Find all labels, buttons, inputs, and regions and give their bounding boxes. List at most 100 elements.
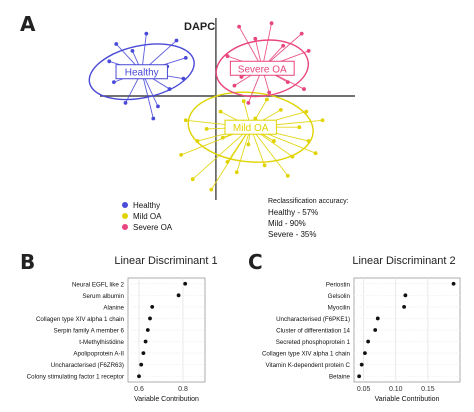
dapc-title: DAPC — [184, 21, 215, 33]
dotplot-x-tick: 0.05 — [357, 386, 371, 393]
dotplot-title: Linear Discriminant 1 — [114, 255, 217, 267]
dotplot-dot — [451, 281, 456, 286]
dotplot-dot — [375, 316, 380, 321]
dapc-point — [204, 127, 209, 131]
dotplot-dot — [143, 339, 148, 344]
dotplot-category-label: Periostin — [326, 281, 351, 288]
dapc-point — [156, 104, 160, 109]
dotplot-category-label: Serum albumin — [82, 293, 124, 300]
dotplot-x-tick: 0.10 — [389, 386, 403, 393]
dapc-segment — [261, 23, 272, 69]
dapc-point — [183, 55, 188, 60]
dapc-point — [271, 139, 276, 143]
dapc-group-label: Severe OA — [238, 64, 287, 75]
dapc-annotation-line: Mild - 90% — [268, 219, 306, 228]
panel-c-letter: C — [248, 250, 263, 274]
dapc-point — [209, 187, 214, 192]
dotplot-x-label: Variable Contribution — [134, 396, 199, 403]
dapc-point — [144, 31, 149, 36]
dapc-point — [239, 75, 244, 79]
dapc-legend-entry: Mild OA — [133, 212, 162, 221]
dotplot-category-label: Uncharacterised (F6ZR63) — [51, 362, 124, 369]
dapc-point — [225, 54, 230, 59]
dapc-annotation-title: Reclassification accuracy: — [268, 198, 349, 205]
dapc-point — [237, 24, 241, 29]
dotplot-category-label: Vitamin K-dependent protein C — [265, 362, 350, 369]
dapc-point — [262, 163, 267, 168]
dapc-label-box — [115, 64, 168, 80]
dotplot-category-label: Neural EGFL like 2 — [72, 281, 125, 288]
panel-a-letter: A — [20, 12, 36, 36]
dapc-point — [225, 159, 230, 164]
dapc-point — [218, 109, 223, 114]
dotplot-category-label: Serpin family A member 6 — [54, 328, 125, 335]
dapc-point — [265, 97, 269, 102]
dapc-label-box — [229, 60, 295, 76]
dotplot-category-label: t-Methylhistidine — [79, 339, 124, 346]
dapc-point — [281, 43, 286, 48]
dapc-legend-marker — [122, 224, 128, 230]
dapc-point — [246, 101, 251, 105]
dotplot-dot — [141, 351, 146, 356]
dotplot-category-label: Secreted phosphoprotein 1 — [276, 339, 351, 346]
dapc-point — [183, 118, 188, 123]
dapc-group-label: Mild OA — [233, 123, 269, 134]
dapc-point — [306, 139, 311, 143]
dotplot-category-label: Alanine — [103, 304, 124, 311]
dotplot-dot — [357, 374, 362, 379]
dapc-point — [107, 59, 112, 64]
dotplot-x-tick: 0.8 — [178, 386, 188, 393]
dotplot-area — [127, 277, 206, 383]
dapc-point — [114, 42, 119, 46]
dapc-segment — [192, 126, 251, 180]
panel-b-letter: B — [20, 250, 36, 274]
dotplot-dot — [366, 339, 371, 344]
dapc-plot: DAPC Healthy Mild OA Severe OA Healthy Mild O… — [88, 18, 355, 239]
dotplot-category-label: Apolipoprotein A-II — [73, 351, 124, 358]
ld2-plot: Linear Discriminant 2 0.05 0.10 0.15 Periost… — [262, 255, 461, 403]
dotplot-category-label: Collagen type XIV alpha 1 chain — [36, 316, 125, 323]
dapc-point — [320, 118, 325, 123]
dapc-segment — [236, 127, 252, 173]
dapc-point — [285, 80, 290, 85]
dotplot-x-label: Variable Contribution — [375, 396, 440, 403]
dapc-annotation-line: Severe - 35% — [268, 230, 316, 239]
dotplot-dot — [150, 304, 155, 309]
dapc-point — [195, 139, 200, 143]
dotplot-dot — [137, 374, 141, 379]
dotplot-dot — [148, 316, 152, 321]
dotplot-dot — [373, 328, 378, 332]
dotplot-dot — [183, 281, 188, 286]
dapc-ellipse-2 — [215, 39, 310, 98]
dapc-point — [253, 36, 258, 41]
dotplot-dot — [403, 293, 408, 298]
dapc-point — [232, 83, 237, 88]
dotplot-category-label: Myocilin — [328, 304, 351, 311]
dapc-ellipse-0 — [88, 43, 195, 101]
ld1-plot: Linear Discriminant 1 0.6 0.8 Neural EGFL l… — [27, 255, 218, 403]
dotplot-category-label: Collagen type XIV alpha 1 chain — [262, 351, 351, 358]
dapc-legend-entry: Healthy — [133, 201, 160, 210]
dotplot-dot — [363, 351, 367, 356]
dapc-annotation-line: Healthy - 57% — [268, 208, 318, 217]
dapc-point — [174, 38, 179, 43]
dapc-legend-marker — [122, 213, 128, 219]
dapc-point — [167, 87, 172, 91]
dotplot-title: Linear Discriminant 2 — [352, 255, 455, 267]
dapc-point — [179, 153, 184, 157]
dotplot-category-label: Gelsolin — [328, 293, 351, 300]
dapc-point — [285, 173, 290, 178]
dapc-point — [302, 87, 306, 91]
dapc-point — [313, 151, 318, 156]
dotplot-dot — [139, 362, 144, 367]
dapc-group-label: Healthy — [125, 68, 159, 79]
dotplot-dot — [176, 293, 181, 298]
dotplot-dot — [359, 362, 364, 367]
dotplot-x-tick: 0.15 — [421, 386, 435, 393]
dotplot-dot — [145, 328, 150, 332]
dapc-point — [130, 49, 135, 53]
dapc-point — [297, 125, 302, 130]
dapc-point — [190, 177, 195, 182]
dapc-point — [299, 31, 304, 36]
